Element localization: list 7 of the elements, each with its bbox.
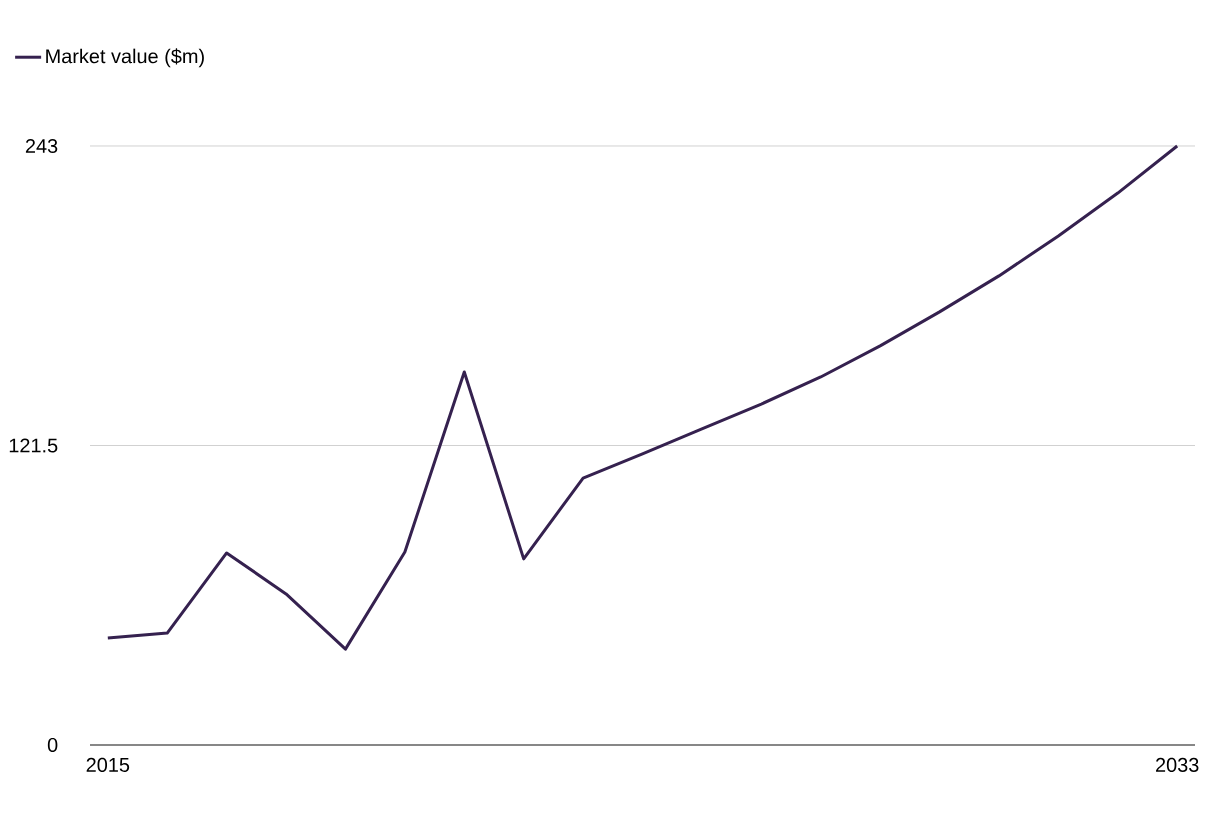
x-tick-label: 2015	[86, 757, 130, 772]
y-tick-label: 243	[25, 138, 58, 154]
y-tick-label: 121.5	[9, 438, 58, 453]
y-tick-label: 0	[47, 737, 58, 753]
line-series	[106, 144, 1179, 651]
x-tick-label: 2033	[1156, 757, 1199, 772]
legend-label: Market value ($m)	[46, 48, 204, 68]
